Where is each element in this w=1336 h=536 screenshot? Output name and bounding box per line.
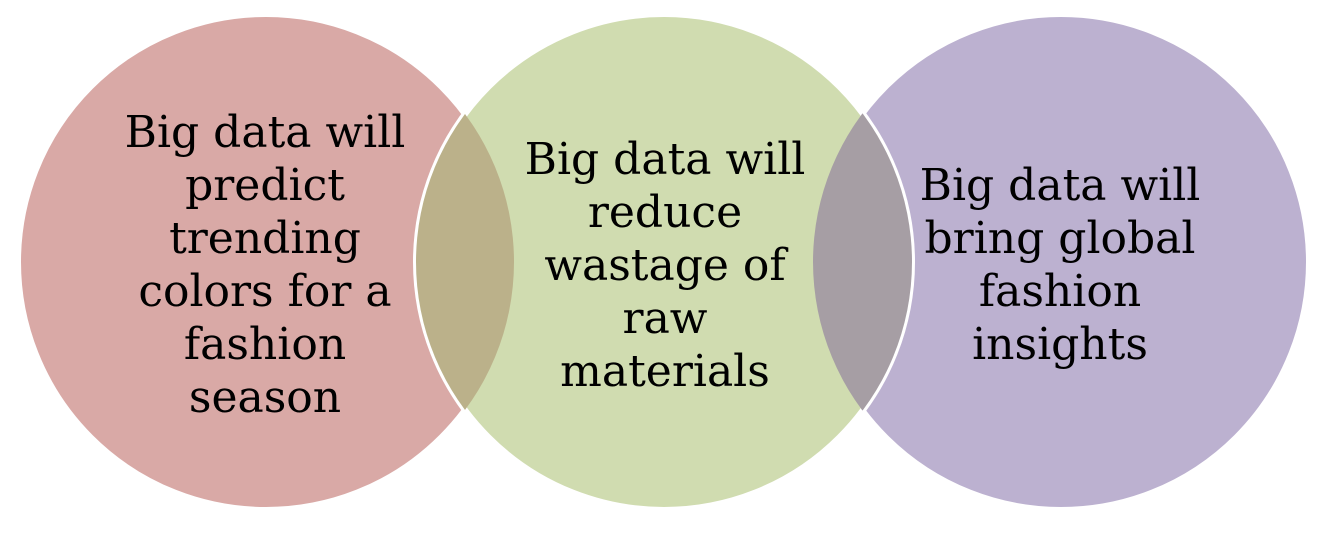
circle-reduce-wastage-label: Big data will reduce wastage of raw mate… <box>524 133 806 397</box>
circle-insights-label: Big data will bring global fashion insig… <box>919 160 1201 370</box>
circle-predict-colors-label: Big data will predict trending colors fo… <box>124 107 406 423</box>
